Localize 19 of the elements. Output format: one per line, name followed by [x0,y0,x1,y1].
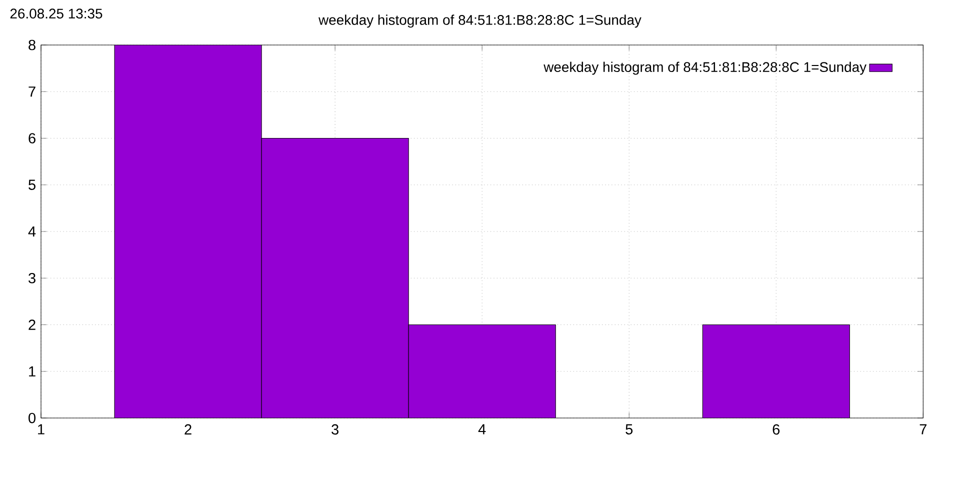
y-tick-label: 8 [28,40,36,50]
y-tick-label: 7 [28,86,36,97]
y-tick-label: 0 [28,412,36,424]
x-tick-label: 3 [332,424,338,435]
y-tick-label: 3 [28,272,36,284]
text: 26.08.25 13:35 [10,8,102,19]
y-tick-label: 4 [28,226,36,237]
y-tick-label: 2 [28,320,36,330]
y-tick-label: 6 [28,133,36,144]
x-tick-label: 6 [772,424,780,435]
x-tick-label: 2 [184,424,192,434]
y-tick-label: 5 [28,180,36,190]
x-tick-label: 1 [38,424,44,434]
y-tick-label: 1 [29,366,36,376]
x-tick-label: 4 [478,424,486,434]
x-tick-label: 5 [626,424,633,434]
x-tick-label: 7 [920,424,926,434]
chart-title: weekday histogram of 84:51:81:B8:28:8C 1=Sunday [318,14,642,28]
legend-label: weekday histogram of 84:51:81:B8:28:8C 1=Sunday [544,62,866,75]
